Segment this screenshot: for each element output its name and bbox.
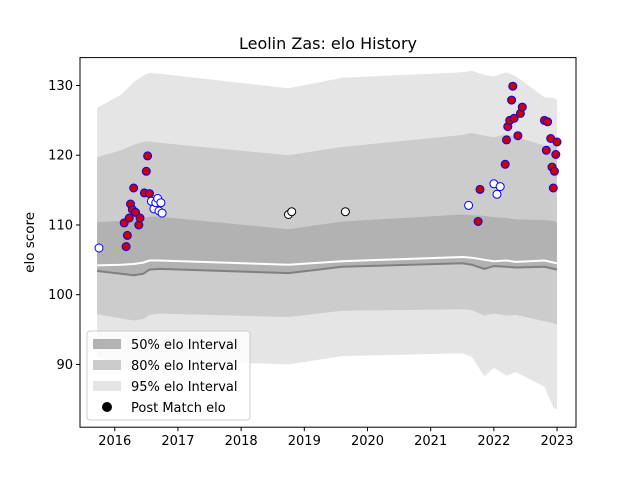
legend-swatch-band95: [93, 381, 121, 391]
post-match-point: [143, 151, 153, 161]
post-match-point: [543, 117, 553, 127]
post-match-point: [473, 217, 483, 226]
legend-box: [86, 330, 251, 421]
post-match-point: [156, 198, 166, 208]
legend-marker-point: [102, 402, 112, 412]
post-match-point: [495, 182, 505, 192]
post-match-point: [508, 81, 518, 91]
x-tick-label: 2019: [288, 434, 321, 449]
post-match-point: [122, 230, 132, 240]
post-match-point: [475, 184, 485, 194]
x-tick-label: 2021: [414, 434, 447, 449]
y-tick-label: 100: [48, 288, 73, 303]
post-match-point: [507, 95, 517, 105]
post-match-point: [141, 166, 151, 176]
post-match-point: [551, 150, 561, 159]
legend-label: Post Match elo: [131, 401, 226, 416]
x-tick-label: 2022: [477, 434, 510, 449]
band-50: [97, 214, 557, 276]
post-match-point: [509, 113, 519, 123]
y-tick-label: 120: [48, 149, 73, 164]
x-tick-label: 2018: [225, 434, 258, 449]
y-tick-label: 90: [56, 358, 73, 373]
post-match-point: [552, 137, 562, 147]
legend-label: 50% elo Interval: [131, 338, 238, 353]
y-tick-label: 110: [48, 218, 73, 233]
y-tick-label: 130: [48, 79, 73, 94]
x-tick-label: 2023: [540, 434, 573, 449]
post-match-point: [500, 159, 510, 169]
median-line: [97, 255, 558, 267]
post-match-point: [121, 242, 131, 252]
post-match-point: [548, 183, 558, 193]
legend-swatch-band50: [93, 339, 121, 349]
post-match-point: [550, 166, 559, 176]
x-tick-label: 2016: [98, 434, 131, 449]
post-match-point: [287, 207, 297, 217]
post-match-point: [94, 243, 104, 253]
legend-swatch-band80: [93, 360, 121, 370]
post-match-point: [129, 183, 139, 193]
x-tick-label: 2020: [351, 434, 384, 449]
interval-bands: [97, 70, 557, 410]
post-match-point: [157, 208, 167, 218]
legend: 50% elo Interval 80% elo Interval 95% elo …: [86, 330, 251, 421]
post-match-point: [492, 189, 502, 199]
lower-quartile-line: [96, 262, 558, 277]
post-match-point: [513, 131, 523, 141]
post-match-point: [502, 135, 511, 145]
x-axis: 2016 2017 2018 2019 2020 2021 2022 2023: [98, 427, 574, 449]
chart-title: Leolin Zas: elo History: [239, 34, 417, 53]
post-match-point: [464, 200, 474, 210]
legend-label: 80% elo Interval: [131, 359, 238, 374]
post-match-point: [517, 102, 527, 112]
y-axis-label: elo score: [22, 212, 38, 273]
legend-label: 95% elo Interval: [131, 380, 238, 395]
interval-lines: [96, 255, 558, 277]
post-match-point: [340, 207, 350, 217]
post-match-points: [94, 81, 562, 253]
plot-area: [94, 70, 562, 410]
x-tick-label: 2017: [161, 434, 194, 449]
post-match-point: [124, 213, 134, 223]
plot-frame: [79, 57, 577, 428]
post-match-point: [135, 213, 145, 223]
post-match-point: [145, 189, 154, 199]
post-match-point: [541, 145, 551, 155]
y-axis: 90 100 110 120 130: [48, 79, 80, 373]
